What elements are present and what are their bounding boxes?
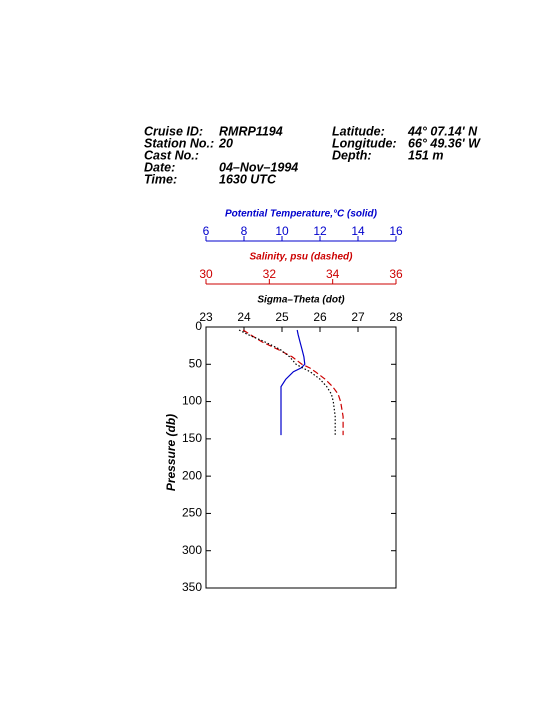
profile-line [280,329,306,436]
y-tick-label: 300 [182,543,202,557]
header-value: RMRP1194 [219,124,283,138]
x-tick-label: 6 [203,224,210,238]
x-tick-label: 32 [263,267,277,281]
y-tick-label: 250 [182,506,202,520]
x-tick-label: 25 [275,310,289,324]
y-tick-label: 150 [182,431,202,445]
header-value: 66° 49.36' W [408,136,481,150]
x-axis-title: Salinity, psu (dashed) [250,252,354,263]
header-label: Longitude: [332,136,397,150]
x-tick-label: 26 [313,310,327,324]
x-axis-title: Potential Temperature,°C (solid) [225,209,378,220]
y-tick-label: 50 [189,356,203,370]
x-tick-label: 30 [199,267,213,281]
plot-frame [205,326,397,589]
header-value: 44° 07.14' N [407,124,478,138]
profile-line [242,329,344,436]
profile-line [238,329,336,436]
header-label: Cruise ID: [144,124,203,138]
header-value: 151 m [408,148,443,162]
header-value: 20 [218,136,233,150]
x-tick-label: 10 [275,224,289,238]
x-tick-label: 34 [326,267,340,281]
x-tick-label: 16 [389,224,403,238]
header-label: Time: [144,172,177,186]
y-tick-label: 100 [182,394,202,408]
header-value: 04–Nov–1994 [219,160,298,174]
y-axis-label: Pressure (db) [164,414,178,491]
x-tick-label: 14 [351,224,365,238]
x-axis-title: Sigma–Theta (dot) [257,295,345,306]
y-tick-label: 0 [195,319,202,333]
x-tick-label: 28 [389,310,403,324]
y-tick-label: 200 [182,468,202,482]
x-tick-label: 27 [351,310,365,324]
x-tick-label: 23 [199,310,213,324]
x-tick-label: 8 [241,224,248,238]
header-label: Date: [144,160,175,174]
header-label: Cast No.: [144,148,199,162]
y-tick-label: 350 [182,580,202,594]
x-tick-label: 24 [237,310,251,324]
header-label: Station No.: [144,136,214,150]
header-label: Depth: [332,148,372,162]
header-label: Latitude: [332,124,385,138]
x-tick-label: 12 [313,224,327,238]
header-value: 1630 UTC [219,172,277,186]
x-tick-label: 36 [389,267,403,281]
